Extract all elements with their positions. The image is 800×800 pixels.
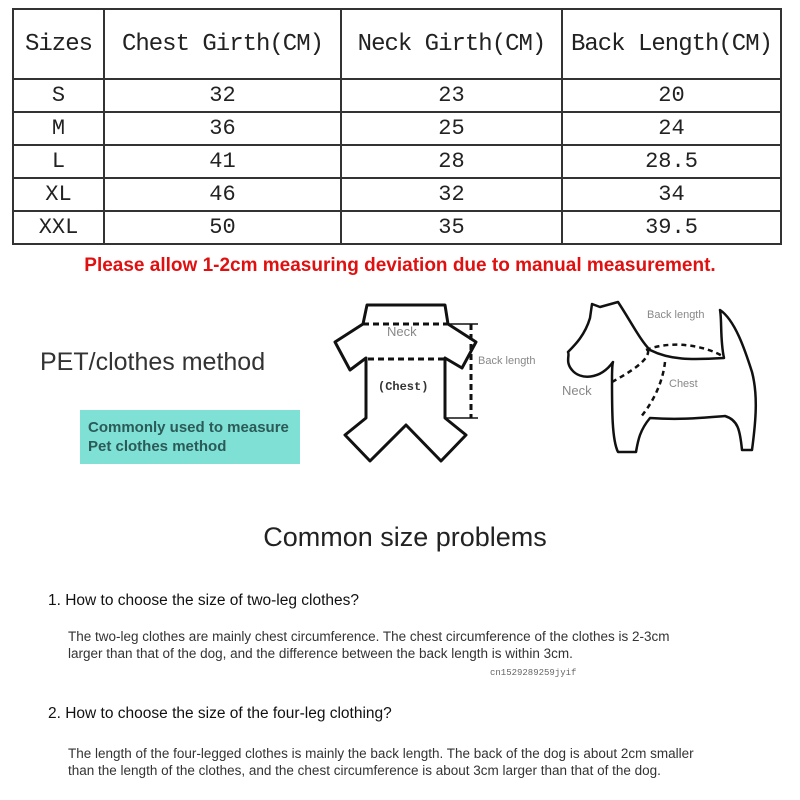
faq-answer-1: The two-leg clothes are mainly chest cir… [68,629,670,661]
clothes-back-label: Back length [478,355,535,367]
table-header-row: Sizes Chest Girth(CM) Neck Girth(CM) Bac… [12,8,782,80]
clothes-neck-label: Neck [387,324,417,339]
table-cell: 25 [340,111,563,146]
table-cell: 32 [340,177,563,212]
table-cell: S [12,78,105,113]
faq-question-2: 2. How to choose the size of the four-le… [48,705,392,722]
watermark: cn1529289259jyif [490,668,577,678]
table-cell: 50 [103,210,342,245]
dog-chest-label: Chest [669,378,698,390]
badge-line-2: Pet clothes method [88,438,227,455]
table-cell: 23 [340,78,563,113]
header-chest: Chest Girth(CM) [103,8,342,80]
table-cell: 32 [103,78,342,113]
table-row: M 36 25 24 [12,111,782,146]
dog-neck-label: Neck [562,383,592,398]
header-sizes: Sizes [12,8,105,80]
table-cell: 36 [103,111,342,146]
table-cell: 39.5 [561,210,782,245]
table-cell: 24 [561,111,782,146]
dog-diagram: Back length Neck Chest [562,300,758,454]
table-row: XL 46 32 34 [12,177,782,212]
table-row: XXL 50 35 39.5 [12,210,782,245]
table-cell: 28.5 [561,144,782,179]
method-title: PET/clothes method [40,348,266,376]
size-table: Sizes Chest Girth(CM) Neck Girth(CM) Bac… [12,8,782,245]
header-back: Back Length(CM) [561,8,782,80]
measurement-diagrams: Neck (Chest) Back length Back length Nec… [333,300,758,463]
table-cell: 35 [340,210,563,245]
table-cell: 46 [103,177,342,212]
header-neck: Neck Girth(CM) [340,8,563,80]
table-row: L 41 28 28.5 [12,144,782,179]
table-cell: XL [12,177,105,212]
faq-title: Common size problems [263,522,547,552]
table-cell: 41 [103,144,342,179]
table-cell: 34 [561,177,782,212]
table-cell: M [12,111,105,146]
faq-answer-2: The length of the four-legged clothes is… [68,746,694,778]
clothes-chest-label: (Chest) [378,380,428,394]
measurement-note: Please allow 1-2cm measuring deviation d… [84,255,716,276]
clothes-diagram: Neck (Chest) Back length [333,303,535,463]
table-cell: 20 [561,78,782,113]
badge-line-1: Commonly used to measure [88,419,289,436]
table-row: S 32 23 20 [12,78,782,113]
dog-back-label: Back length [647,309,704,321]
table-cell: XXL [12,210,105,245]
method-badge: Commonly used to measure Pet clothes met… [80,410,300,464]
faq-question-1: 1. How to choose the size of two-leg clo… [48,592,360,609]
table-cell: L [12,144,105,179]
table-cell: 28 [340,144,563,179]
